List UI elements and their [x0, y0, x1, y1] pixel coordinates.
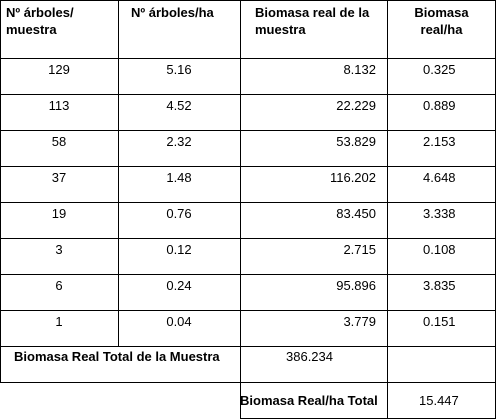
- total-sample-label: Biomasa Real Total de la Muestra: [14, 349, 220, 364]
- table-border: [0, 166, 496, 167]
- column-header: Biomasa real de la muestra: [255, 5, 370, 37]
- table-cell: 2.32: [166, 134, 192, 149]
- table-cell: 3.835: [423, 278, 456, 293]
- total-sample-value: 386.234: [286, 349, 333, 364]
- table-cell: 19: [51, 206, 67, 221]
- table-cell: 0.889: [423, 98, 456, 113]
- table-border: [118, 0, 119, 347]
- table-cell: 53.829: [336, 134, 376, 149]
- table-cell: 22.229: [336, 98, 376, 113]
- table-border: [0, 238, 496, 239]
- table-cell: 4.52: [166, 98, 192, 113]
- table-cell: 0.76: [166, 206, 192, 221]
- table-cell: 129: [48, 62, 70, 77]
- table-cell: 2.715: [343, 242, 376, 257]
- table-cell: 0.325: [423, 62, 456, 77]
- table-border: [0, 202, 496, 203]
- table-cell: 0.108: [423, 242, 456, 257]
- table-cell: 37: [51, 170, 67, 185]
- table-border: [0, 58, 496, 59]
- table-cell: 2.153: [423, 134, 456, 149]
- table-cell: 113: [48, 98, 70, 113]
- column-header: Nº árboles/ha: [131, 5, 214, 20]
- column-header: Biomasa real/ha: [414, 5, 469, 37]
- table-border: [0, 346, 496, 347]
- table-cell: 3: [55, 242, 63, 257]
- table-cell: 58: [51, 134, 67, 149]
- table-border: [0, 382, 496, 383]
- table-cell: 1: [55, 314, 63, 329]
- table-cell: 4.648: [423, 170, 456, 185]
- table-border: [0, 130, 496, 131]
- table-cell: 3.779: [343, 314, 376, 329]
- table-cell: 0.04: [166, 314, 192, 329]
- table-border: [0, 310, 496, 311]
- table-cell: 3.338: [423, 206, 456, 221]
- table-border: [0, 274, 496, 275]
- table-border: [0, 0, 1, 383]
- table-border: [0, 0, 496, 1]
- table-border: [387, 0, 388, 419]
- table-cell: 8.132: [343, 62, 376, 77]
- table-cell: 0.12: [166, 242, 192, 257]
- total-per-ha-value: 15.447: [419, 392, 459, 408]
- table-cell: 0.24: [166, 278, 192, 293]
- table-cell: 0.151: [423, 314, 456, 329]
- table-cell: 6: [55, 278, 63, 293]
- column-header: Nº árboles/muestra: [6, 5, 74, 37]
- table-cell: 95.896: [336, 278, 376, 293]
- table-cell: 5.16: [166, 62, 192, 77]
- table-border: [0, 94, 496, 95]
- table-cell: 116.202: [329, 170, 376, 185]
- table-cell: 83.450: [336, 206, 376, 221]
- table-border: [240, 0, 241, 419]
- table-cell: 1.48: [166, 170, 192, 185]
- total-per-ha-label: Biomasa Real/ha Total: [240, 392, 378, 408]
